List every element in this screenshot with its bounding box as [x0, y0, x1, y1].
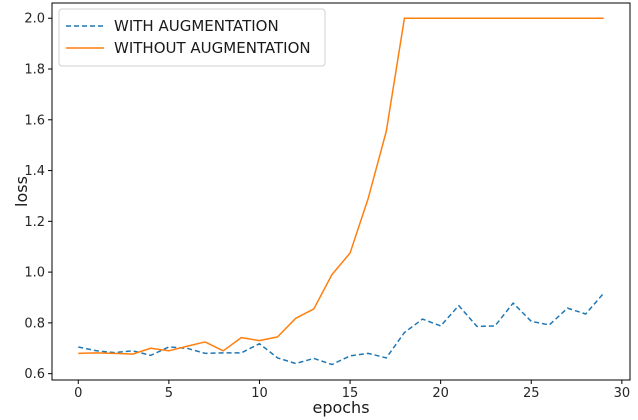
x-tick-label: 20 — [432, 386, 449, 401]
x-tick-label: 30 — [614, 386, 631, 401]
y-tick-label: 0.8 — [24, 316, 45, 331]
legend-entry-without-augmentation: WITHOUT AUGMENTATION — [114, 39, 311, 57]
y-tick-label: 1.0 — [24, 266, 45, 281]
y-tick-label: 1.4 — [24, 164, 45, 179]
series-line-with-augmentation — [78, 292, 605, 366]
legend-entry-with-augmentation: WITH AUGMENTATION — [114, 17, 279, 35]
axes-layer: 0 5 10 15 20 25 30 0.6 0.8 1.0 1.2 1.4 1.6 1.8 2.0 — [24, 2, 631, 401]
x-tick-label: 5 — [165, 386, 173, 401]
series-line-without-augmentation — [78, 17, 604, 355]
y-tick-label: 2.0 — [24, 12, 45, 27]
y-tick-label: 1.8 — [24, 63, 45, 78]
legend-frame — [58, 8, 326, 67]
x-tick-label: 25 — [523, 386, 540, 401]
x-tick-label: 15 — [342, 386, 359, 401]
legend: WITH AUGMENTATION WITHOUT AUGMENTATION — [58, 8, 326, 67]
y-tick-label: 1.2 — [24, 215, 45, 230]
y-axis-label: loss — [12, 176, 31, 207]
y-tick-label: 1.6 — [24, 113, 45, 128]
series-layer — [78, 17, 605, 366]
x-tick-label: 10 — [251, 386, 268, 401]
axes-frame — [51, 2, 631, 381]
x-axis-label: epochs — [312, 398, 369, 417]
y-tick-label: 0.6 — [24, 367, 45, 382]
x-tick-label: 0 — [74, 386, 82, 401]
